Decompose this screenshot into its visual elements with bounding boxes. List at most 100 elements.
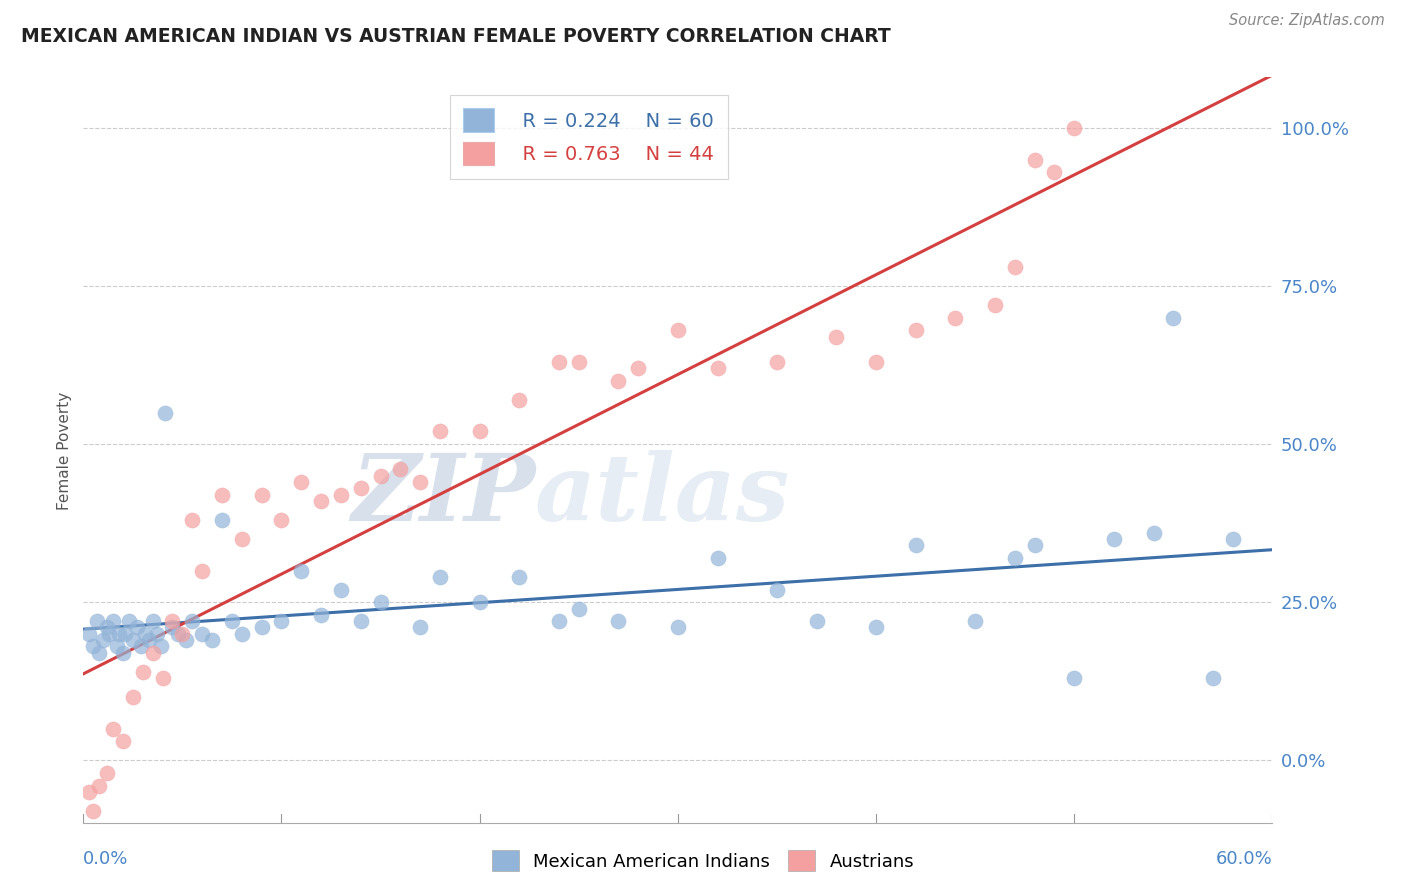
Point xyxy=(350,614,373,628)
Point xyxy=(1063,671,1085,685)
Point xyxy=(329,582,352,597)
Point xyxy=(309,607,332,622)
Point xyxy=(1142,525,1164,540)
Point xyxy=(114,627,136,641)
Point xyxy=(766,355,789,369)
Point xyxy=(607,614,630,628)
Point xyxy=(111,646,134,660)
Point xyxy=(105,640,128,654)
Point xyxy=(429,570,451,584)
Point xyxy=(468,595,491,609)
Point xyxy=(666,323,689,337)
Point xyxy=(409,475,432,489)
Point xyxy=(176,633,198,648)
Point xyxy=(548,614,571,628)
Point xyxy=(389,462,412,476)
Point xyxy=(82,640,104,654)
Point xyxy=(250,488,273,502)
Point xyxy=(468,425,491,439)
Point xyxy=(108,627,131,641)
Point xyxy=(309,494,332,508)
Point xyxy=(211,513,233,527)
Point xyxy=(231,532,253,546)
Point xyxy=(118,614,141,628)
Point xyxy=(984,298,1007,312)
Point xyxy=(121,690,143,704)
Point xyxy=(132,665,155,679)
Text: ZIP: ZIP xyxy=(352,450,536,541)
Point xyxy=(149,640,172,654)
Point xyxy=(181,513,204,527)
Point xyxy=(627,361,650,376)
Point xyxy=(201,633,224,648)
Point xyxy=(965,614,987,628)
Point xyxy=(162,614,184,628)
Point xyxy=(904,538,927,552)
Legend: Mexican American Indians, Austrians: Mexican American Indians, Austrians xyxy=(485,843,921,879)
Point xyxy=(568,355,591,369)
Point xyxy=(508,392,530,407)
Point xyxy=(221,614,243,628)
Point xyxy=(77,785,100,799)
Point xyxy=(568,601,591,615)
Point xyxy=(370,595,392,609)
Legend:   R = 0.224    N = 60,   R = 0.763    N = 44: R = 0.224 N = 60, R = 0.763 N = 44 xyxy=(450,95,727,179)
Point xyxy=(167,627,190,641)
Point xyxy=(865,620,887,634)
Point xyxy=(77,627,100,641)
Point xyxy=(706,550,728,565)
Point xyxy=(96,620,118,634)
Point xyxy=(1043,165,1066,179)
Point xyxy=(145,627,167,641)
Point xyxy=(152,671,174,685)
Point xyxy=(101,722,124,736)
Point xyxy=(1063,121,1085,136)
Point xyxy=(89,646,111,660)
Point xyxy=(86,614,108,628)
Point xyxy=(142,646,165,660)
Point xyxy=(706,361,728,376)
Point xyxy=(666,620,689,634)
Point xyxy=(766,582,789,597)
Point xyxy=(290,475,312,489)
Point xyxy=(865,355,887,369)
Point xyxy=(270,513,292,527)
Point xyxy=(290,564,312,578)
Point xyxy=(91,633,114,648)
Point xyxy=(138,633,160,648)
Point xyxy=(429,425,451,439)
Point xyxy=(508,570,530,584)
Point xyxy=(89,779,111,793)
Point xyxy=(1024,153,1046,167)
Point xyxy=(350,482,373,496)
Point xyxy=(329,488,352,502)
Point xyxy=(153,405,176,419)
Point xyxy=(191,564,214,578)
Point xyxy=(162,620,184,634)
Point xyxy=(1004,550,1026,565)
Point xyxy=(96,765,118,780)
Point xyxy=(82,804,104,818)
Point xyxy=(129,640,152,654)
Point xyxy=(370,468,392,483)
Point xyxy=(409,620,432,634)
Point xyxy=(191,627,214,641)
Point xyxy=(211,488,233,502)
Point xyxy=(270,614,292,628)
Text: MEXICAN AMERICAN INDIAN VS AUSTRIAN FEMALE POVERTY CORRELATION CHART: MEXICAN AMERICAN INDIAN VS AUSTRIAN FEMA… xyxy=(21,27,891,45)
Text: 0.0%: 0.0% xyxy=(83,850,129,868)
Point xyxy=(125,620,148,634)
Text: 60.0%: 60.0% xyxy=(1216,850,1272,868)
Point xyxy=(142,614,165,628)
Text: Source: ZipAtlas.com: Source: ZipAtlas.com xyxy=(1229,13,1385,29)
Y-axis label: Female Poverty: Female Poverty xyxy=(58,392,72,509)
Point xyxy=(1004,260,1026,274)
Point xyxy=(825,329,848,343)
Point xyxy=(806,614,828,628)
Point xyxy=(904,323,927,337)
Point xyxy=(1102,532,1125,546)
Text: atlas: atlas xyxy=(536,450,790,541)
Point xyxy=(172,627,194,641)
Point xyxy=(548,355,571,369)
Point xyxy=(607,374,630,388)
